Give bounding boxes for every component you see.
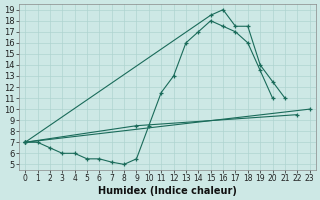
X-axis label: Humidex (Indice chaleur): Humidex (Indice chaleur) <box>98 186 237 196</box>
